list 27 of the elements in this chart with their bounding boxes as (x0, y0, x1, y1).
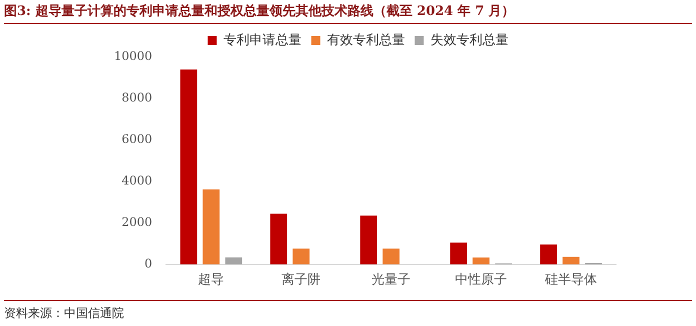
bar (202, 189, 220, 264)
bar (292, 248, 310, 264)
y-tick-label: 4000 (122, 174, 152, 188)
y-tick-label: 8000 (122, 90, 152, 105)
bar (540, 244, 557, 264)
bar (472, 258, 490, 264)
bar (225, 257, 242, 264)
y-tick-label: 0 (144, 256, 152, 271)
bar (382, 248, 400, 264)
x-tick-label: 光量子 (372, 272, 411, 288)
bar (450, 242, 467, 264)
legend-label: 失效专利总量 (430, 32, 508, 48)
bar (270, 214, 288, 264)
y-tick-label: 2000 (122, 215, 152, 230)
legend-label: 有效专利总量 (326, 32, 405, 48)
y-tick-label: 6000 (122, 132, 152, 146)
text: 资料来源：中国信通院 (4, 300, 692, 322)
x-tick-label: 离子阱 (282, 272, 321, 288)
x-tick-label: 中性原子 (455, 272, 508, 288)
bar (180, 69, 198, 264)
bar (562, 256, 580, 264)
chart-title: 图3: 超导量子计算的专利申请总量和授权总量领先其他技术路线（截至 2024 年 7 月） (4, 2, 692, 24)
legend-label: 专利申请总量 (223, 32, 302, 48)
y-tick-label: 10000 (114, 49, 152, 64)
bar (360, 216, 378, 264)
x-tick-label: 硅半导体 (544, 272, 598, 288)
x-tick-label: 超导 (198, 272, 224, 288)
